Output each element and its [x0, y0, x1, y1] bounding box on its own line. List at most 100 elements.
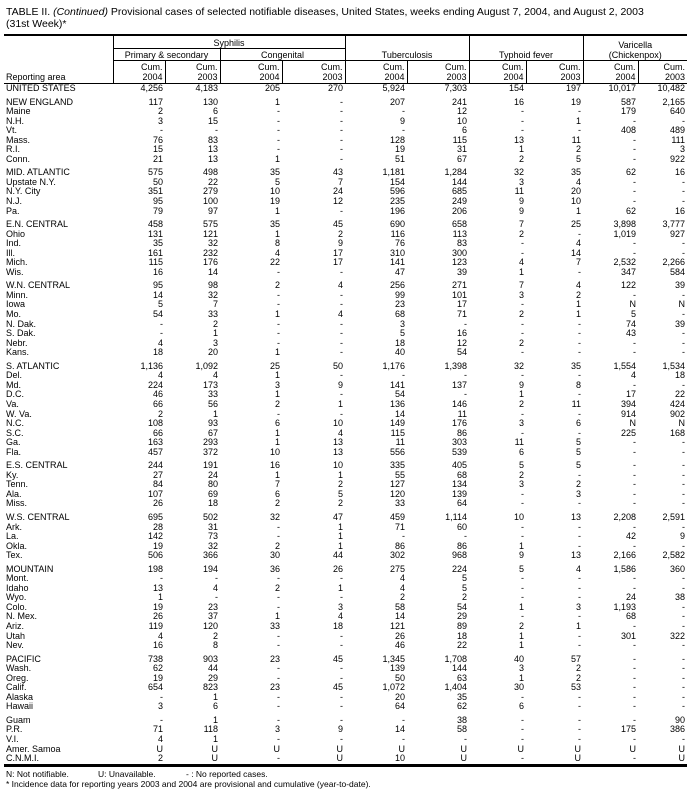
header-year: 2003 — [197, 72, 218, 82]
table-row: Ky. 27 24 1 1 55 68 2 - - - — [4, 469, 687, 481]
cell-syphilis-congenital-2003: 4 — [338, 280, 344, 291]
cell-syphilis-ps-2003: 15 — [207, 115, 218, 126]
cell-tuberculosis-2004: 116 — [390, 228, 406, 239]
reporting-area-cell: Del. — [6, 370, 23, 381]
cell-syphilis-congenital-2003: 50 — [333, 360, 344, 371]
cell-syphilis-congenital-2004: 19 — [269, 196, 280, 207]
cell-varicella-2004: - — [633, 479, 637, 490]
cell-syphilis-ps-2003: 176 — [202, 257, 218, 268]
cell-typhoid-2004: - — [521, 115, 525, 126]
header-syphilis: Syphilis — [112, 34, 346, 49]
reporting-area-cell: La. — [6, 531, 19, 542]
cell-tuberculosis-2003: 139 — [451, 488, 468, 499]
cell-syphilis-ps-2004: 95 — [152, 196, 163, 207]
cell-syphilis-congenital-2004: 2 — [274, 280, 280, 291]
cell-typhoid-2004: - — [521, 611, 525, 622]
cell-tuberculosis-2004: - — [402, 370, 406, 381]
cell-tuberculosis-2003: 54 — [457, 347, 468, 358]
cell-varicella-2004: - — [633, 238, 637, 249]
cell-varicella-2004: - — [633, 691, 637, 702]
cell-varicella-2003: 927 — [669, 228, 686, 239]
cell-tuberculosis-2003: 1,114 — [445, 511, 468, 522]
cell-typhoid-2003: - — [578, 347, 582, 358]
cell-syphilis-ps-2004: 4 — [157, 337, 163, 348]
cell-syphilis-congenital-2004: - — [277, 640, 280, 651]
cell-typhoid-2004: 2 — [519, 469, 525, 480]
cell-typhoid-2004: - — [521, 370, 525, 381]
cell-syphilis-congenital-2004: 5 — [274, 176, 280, 187]
cell-typhoid-2003: 5 — [576, 460, 582, 471]
cell-varicella-2003: 16 — [675, 205, 686, 216]
cell-tuberculosis-2003: 134 — [451, 479, 468, 490]
cell-typhoid-2004: - — [521, 734, 525, 744]
reporting-area-cell: Idaho — [6, 582, 29, 593]
cell-varicella-2003: - — [682, 601, 686, 612]
cell-syphilis-congenital-2004: - — [277, 531, 280, 542]
cell-typhoid-2003: 13 — [571, 511, 582, 522]
cell-syphilis-ps-2004: 5 — [157, 299, 163, 310]
cell-tuberculosis-2003: 86 — [457, 427, 468, 438]
cell-typhoid-2004: 1 — [519, 266, 525, 277]
header-cum-2003: Cum. 2003 — [164, 60, 220, 84]
table-row: Ariz. 119 120 33 18 121 89 2 1 - - — [4, 621, 687, 632]
cell-syphilis-ps-2003: 4 — [212, 582, 218, 593]
cell-typhoid-2004: 4 — [519, 257, 525, 268]
cell-varicella-2003: 322 — [669, 630, 686, 641]
cell-syphilis-congenital-2003: 17 — [333, 247, 344, 258]
cell-syphilis-congenital-2003: 45 — [333, 682, 344, 693]
cell-syphilis-congenital-2004: 1 — [274, 427, 280, 438]
header-chickenpox: (Chickenpox) — [608, 50, 662, 60]
cell-tuberculosis-2004: 256 — [389, 280, 406, 291]
cell-varicella-2003: 640 — [669, 106, 686, 117]
cell-syphilis-ps-2003: 502 — [202, 511, 218, 522]
cell-syphilis-congenital-2003: 10 — [333, 418, 344, 429]
cell-varicella-2004: 175 — [620, 724, 637, 735]
cell-varicella-2004: 301 — [620, 630, 637, 641]
cell-typhoid-2003: - — [578, 337, 582, 348]
cell-typhoid-2003: 1 — [576, 309, 582, 320]
cell-typhoid-2003: 4 — [576, 238, 582, 249]
cell-typhoid-2003: - — [578, 714, 582, 725]
table-row: Amer. Samoa U U U U U U U U U U — [4, 744, 687, 755]
cell-typhoid-2004: 3 — [519, 479, 525, 490]
cell-tuberculosis-2003: 29 — [457, 611, 468, 622]
reporting-area-cell: Calif. — [6, 682, 27, 693]
table-row: MOUNTAIN 198 194 36 26 275 224 5 4 1,586 360 — [4, 564, 687, 575]
cell-syphilis-congenital-2004: 35 — [269, 219, 280, 230]
cell-typhoid-2003: 19 — [571, 96, 582, 107]
cell-tuberculosis-2004: 46 — [395, 640, 406, 651]
cell-syphilis-congenital-2004: - — [277, 663, 280, 674]
cell-syphilis-congenital-2003: 9 — [338, 238, 344, 249]
cell-syphilis-congenital-2004: 1 — [274, 96, 280, 107]
cell-syphilis-congenital-2003: - — [340, 299, 344, 310]
reporting-area-cell: Wash. — [6, 663, 32, 674]
table-row: Maine 2 6 - - - 12 - - 179 640 — [4, 107, 687, 117]
cell-varicella-2003: - — [682, 347, 686, 358]
cell-syphilis-ps-2004: 2 — [157, 408, 163, 419]
cell-syphilis-congenital-2004: 10 — [269, 446, 280, 457]
cell-varicella-2003: - — [682, 701, 686, 712]
cell-varicella-2003: - — [682, 309, 686, 320]
cell-varicella-2003: - — [682, 653, 686, 664]
cell-tuberculosis-2003: 5 — [462, 573, 468, 584]
cell-typhoid-2003: - — [578, 370, 582, 381]
reporting-area-cell: Oreg. — [6, 672, 29, 683]
cell-syphilis-ps-2003: 191 — [202, 460, 218, 471]
cell-varicella-2004: - — [633, 186, 637, 197]
cell-tuberculosis-2003: 68 — [457, 469, 468, 480]
cell-syphilis-ps-2004: 62 — [152, 663, 163, 674]
cell-tuberculosis-2003: 113 — [452, 228, 468, 239]
cell-tuberculosis-2004: 9 — [400, 115, 406, 126]
cell-syphilis-ps-2004: - — [160, 691, 163, 702]
header-cum-label: Cum. — [140, 62, 163, 72]
cell-tuberculosis-2004: 11 — [395, 437, 406, 448]
header-primary-secondary: Primary & secondary — [112, 48, 220, 61]
cell-varicella-2003: - — [682, 247, 686, 258]
cell-tuberculosis-2004: 20 — [395, 691, 406, 702]
cell-syphilis-congenital-2004: - — [277, 573, 280, 584]
cell-typhoid-2004: - — [521, 247, 525, 258]
cell-syphilis-ps-2004: 244 — [147, 460, 163, 471]
cell-syphilis-congenital-2003: 12 — [333, 196, 344, 207]
cell-varicella-2004: - — [633, 653, 637, 664]
cell-varicella-2004: - — [633, 134, 637, 145]
